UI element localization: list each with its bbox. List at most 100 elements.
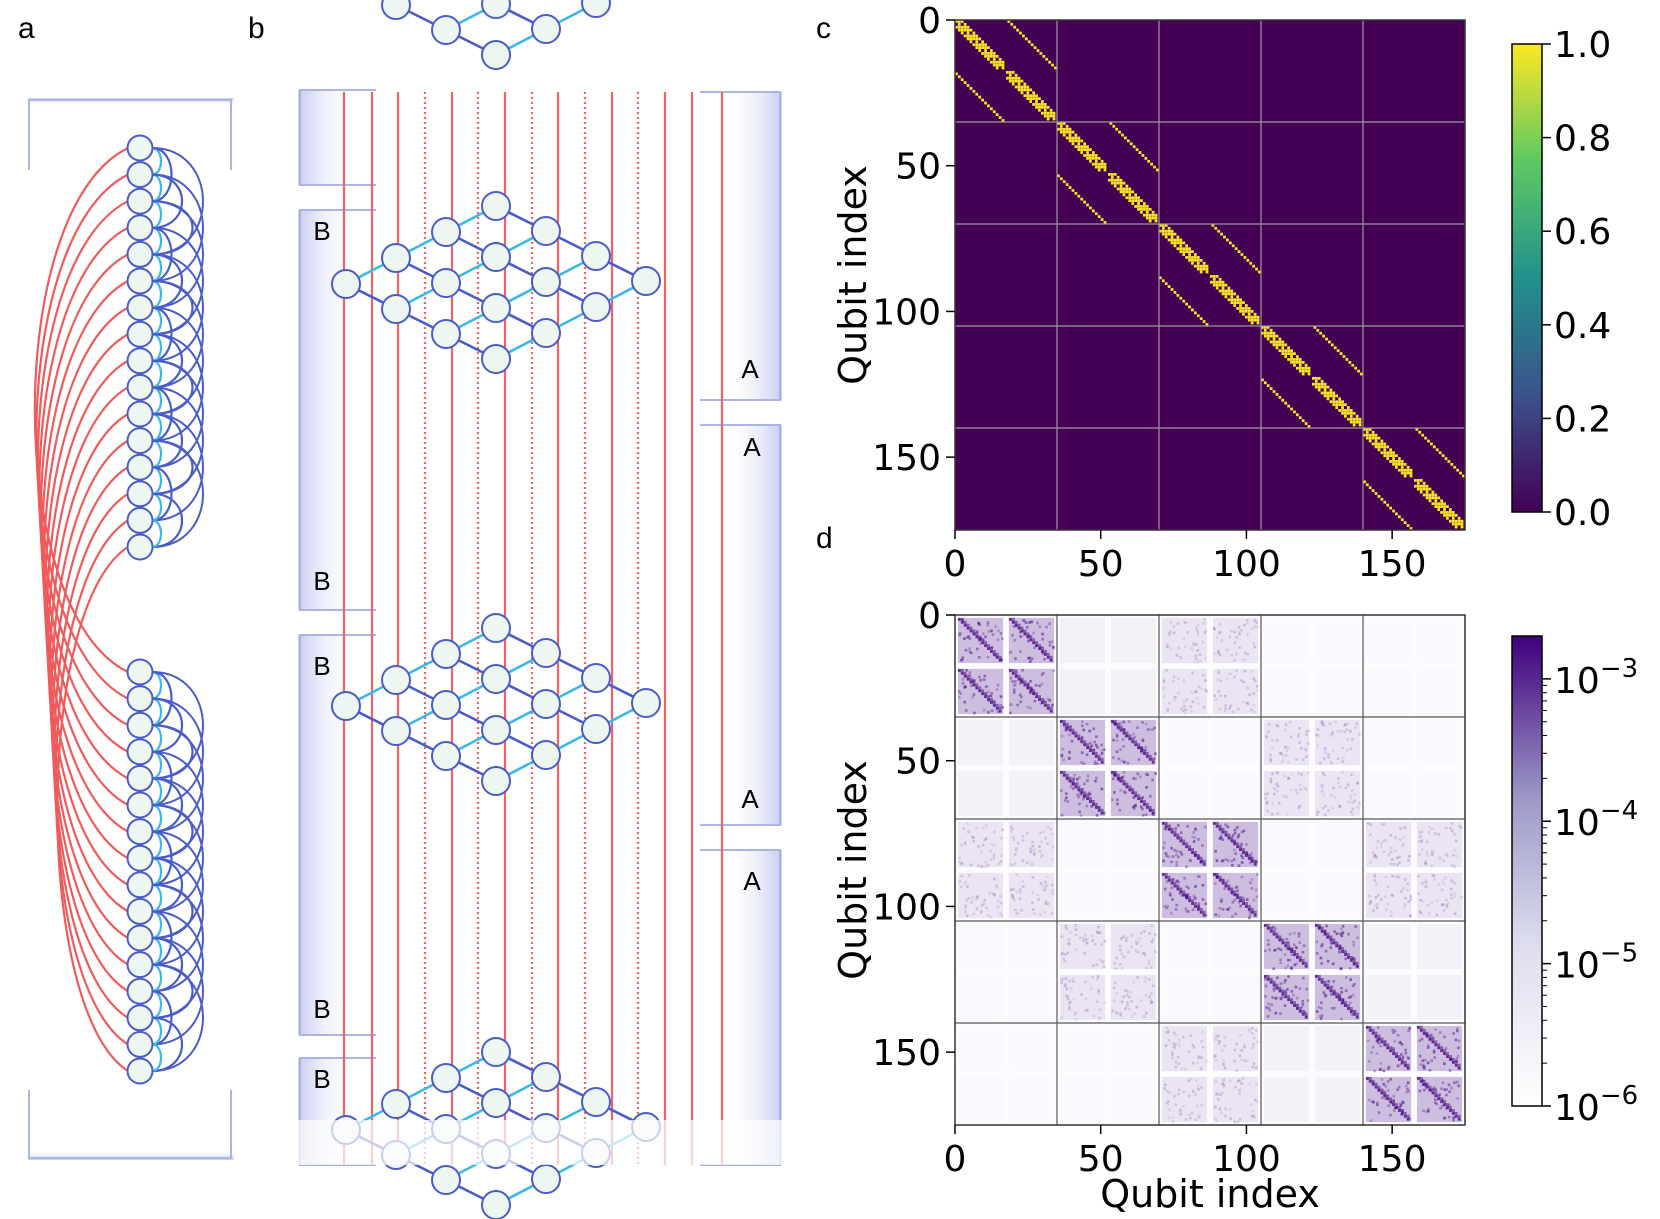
correlation-cell bbox=[1331, 731, 1334, 734]
correlation-cell bbox=[1026, 686, 1030, 690]
correlation-cell bbox=[966, 626, 970, 630]
correlation-cell bbox=[1433, 877, 1436, 881]
correlation-cell bbox=[1017, 623, 1021, 627]
adjacency-cell bbox=[1290, 358, 1293, 361]
correlation-cell bbox=[964, 904, 967, 908]
correlation-cell bbox=[1333, 1006, 1337, 1010]
correlation-cell bbox=[1040, 855, 1043, 858]
correlation-cell bbox=[1041, 853, 1044, 857]
adjacency-cell bbox=[1290, 407, 1293, 411]
adjacency-cell bbox=[963, 25, 967, 29]
correlation-cell bbox=[1144, 976, 1147, 980]
adjacency-cell bbox=[1247, 312, 1251, 316]
correlation-cell bbox=[1253, 1115, 1256, 1119]
adjacency-cell bbox=[1431, 502, 1435, 506]
adjacency-cell bbox=[1335, 400, 1339, 404]
correlation-cell bbox=[1145, 805, 1149, 809]
inter-cluster-edge bbox=[36, 200, 129, 727]
adjacency-cell bbox=[1454, 525, 1458, 529]
correlation-cell bbox=[975, 686, 979, 690]
correlation-cell bbox=[1295, 946, 1298, 950]
correlation-cell bbox=[1440, 888, 1444, 892]
correlation-cell bbox=[964, 906, 967, 910]
correlation-subblock bbox=[1008, 872, 1055, 919]
correlation-cell bbox=[1454, 1114, 1458, 1118]
correlation-cell bbox=[1016, 841, 1020, 845]
correlation-cell bbox=[1074, 1011, 1077, 1014]
correlation-cell bbox=[1454, 1038, 1458, 1042]
correlation-cell bbox=[987, 698, 990, 701]
correlation-cell bbox=[1011, 680, 1015, 683]
correlation-cell bbox=[1431, 850, 1434, 854]
colorbar-c-label: 1.0 bbox=[1554, 25, 1611, 66]
correlation-cell bbox=[959, 862, 963, 866]
correlation-cell bbox=[1110, 719, 1114, 723]
correlation-cell bbox=[1015, 912, 1018, 916]
adjacency-cell bbox=[1317, 388, 1321, 392]
correlation-cell bbox=[1392, 1103, 1396, 1107]
correlation-cell bbox=[1330, 941, 1333, 945]
correlation-cell bbox=[1019, 635, 1023, 639]
lattice-qubit bbox=[531, 1062, 561, 1092]
inter-cluster-edge bbox=[38, 226, 129, 753]
correlation-cell bbox=[1177, 1062, 1181, 1066]
correlation-cell bbox=[1427, 912, 1431, 915]
correlation-cell bbox=[1193, 853, 1197, 857]
adjacency-cell bbox=[1026, 85, 1030, 89]
adjacency-cell bbox=[1043, 108, 1047, 112]
correlation-cell bbox=[1065, 727, 1069, 731]
correlation-cell bbox=[1277, 947, 1280, 950]
adjacency-cell bbox=[1131, 196, 1135, 200]
correlation-cell bbox=[1386, 1080, 1390, 1083]
correlation-cell bbox=[1435, 913, 1439, 917]
adjacency-cell bbox=[1118, 130, 1121, 134]
adjacency-cell bbox=[1298, 358, 1302, 361]
correlation-cell bbox=[1304, 961, 1308, 965]
adjacency-cell bbox=[1057, 174, 1060, 178]
adjacency-cell bbox=[1116, 175, 1120, 179]
adjacency-cell bbox=[1083, 145, 1086, 149]
adjacency-cell bbox=[1389, 448, 1392, 452]
correlation-cell bbox=[1170, 878, 1174, 882]
correlation-cell bbox=[972, 679, 976, 682]
adjacency-cell bbox=[1134, 193, 1137, 197]
correlation-cell bbox=[1301, 999, 1305, 1003]
correlation-subblock bbox=[1111, 873, 1156, 918]
c-ytick-label: 0 bbox=[918, 1, 941, 42]
correlation-cell bbox=[1238, 1092, 1241, 1095]
adjacency-cell bbox=[1091, 209, 1095, 213]
correlation-cell bbox=[1147, 962, 1151, 966]
correlation-cell bbox=[1290, 950, 1294, 954]
adjacency-cell bbox=[1227, 298, 1231, 302]
qubit-node bbox=[126, 240, 154, 268]
correlation-cell bbox=[1438, 856, 1442, 860]
adjacency-cell bbox=[1298, 369, 1302, 373]
correlation-cell bbox=[1074, 785, 1078, 789]
adjacency-cell bbox=[1444, 457, 1448, 460]
adjacency-cell bbox=[1148, 213, 1152, 217]
adjacency-cell bbox=[966, 34, 970, 38]
cell-frame-left-edge bbox=[299, 634, 376, 1036]
correlation-cell bbox=[1239, 845, 1243, 849]
adjacency-cell bbox=[1110, 178, 1114, 182]
adjacency-cell bbox=[1338, 409, 1341, 412]
correlation-cell bbox=[975, 635, 979, 639]
correlation-cell bbox=[1215, 1092, 1218, 1096]
adjacency-cell bbox=[1459, 471, 1462, 475]
correlation-cell bbox=[1289, 735, 1293, 739]
correlation-cell bbox=[1430, 853, 1433, 856]
correlation-cell bbox=[1139, 805, 1143, 809]
adjacency-cell bbox=[1057, 122, 1060, 125]
correlation-cell bbox=[1346, 784, 1350, 787]
intra-cluster-edge bbox=[151, 830, 173, 886]
adjacency-cell bbox=[995, 66, 999, 70]
correlation-cell bbox=[1170, 830, 1174, 834]
adjacency-cell bbox=[1330, 343, 1334, 347]
adjacency-cell bbox=[1191, 261, 1194, 265]
correlation-cell bbox=[1045, 625, 1048, 629]
correlation-cell bbox=[1440, 903, 1444, 907]
correlation-cell bbox=[1392, 1100, 1396, 1104]
correlation-cell bbox=[1340, 991, 1343, 994]
correlation-cell bbox=[1344, 723, 1347, 726]
adjacency-cell bbox=[1020, 91, 1024, 95]
